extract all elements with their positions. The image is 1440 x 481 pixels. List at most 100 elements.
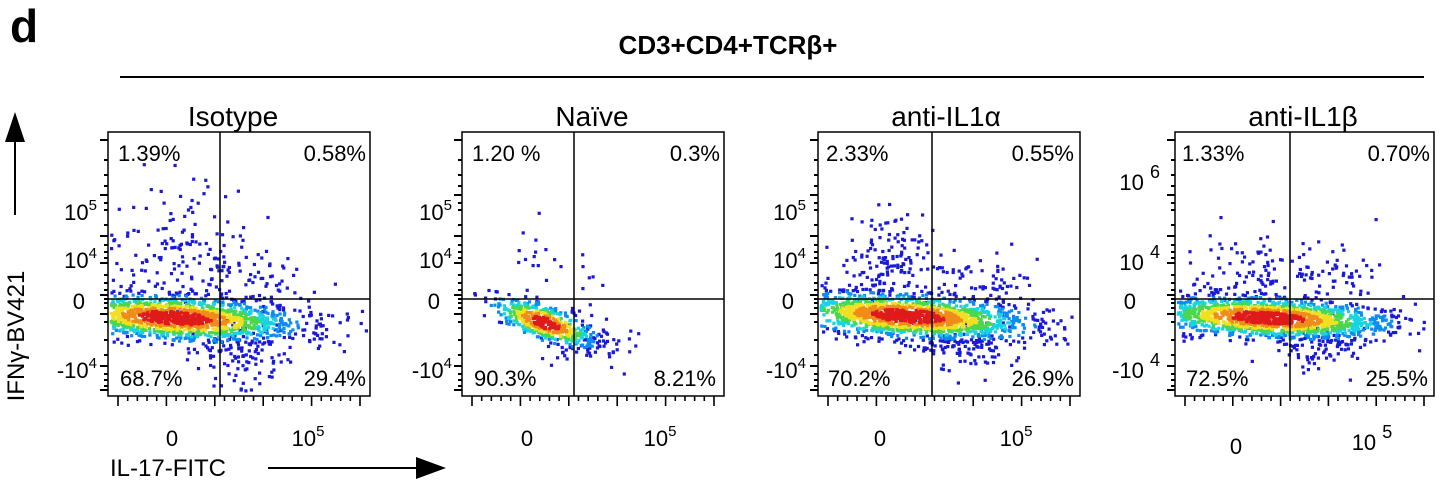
event-dot [875,314,879,318]
event-dot [832,327,836,331]
event-dot [1209,248,1213,252]
event-dot [965,329,969,333]
event-dot [211,303,215,307]
event-dot [123,306,127,310]
event-dot [568,319,572,323]
event-dot [1047,309,1051,313]
event-dot [1260,280,1264,285]
event-dot [121,328,125,332]
event-dot [147,303,151,307]
event-dot [244,307,249,311]
event-dot [277,353,281,357]
event-dot [242,302,247,306]
event-dot [232,298,236,302]
event-dot [1184,300,1188,304]
event-dot [176,331,180,335]
event-dot [862,329,866,334]
event-dot [986,313,990,317]
event-dot [1001,316,1005,320]
event-dot [171,239,175,243]
event-dot [1259,250,1263,254]
event-dot [223,260,227,264]
event-dot [970,314,974,318]
event-dot [289,329,293,334]
event-dot [1199,329,1203,333]
event-dot [1007,328,1011,333]
event-dot [517,316,521,320]
event-dot [949,312,953,316]
event-dot [1350,282,1355,286]
event-dot [173,304,177,308]
event-dot [1310,270,1314,275]
event-dot [271,310,275,314]
event-dot [1008,321,1012,325]
event-dot [924,331,928,335]
event-dot [147,279,151,283]
event-dot [1179,302,1183,306]
event-dot [565,314,569,319]
event-dot [196,313,200,317]
event-dot [540,331,544,335]
event-dot [932,352,936,356]
event-dot [910,338,914,342]
event-dot [1374,325,1378,329]
event-dot [880,337,884,341]
event-dot [1353,336,1357,340]
event-dot [224,348,228,352]
event-dot [956,340,960,345]
event-dot [1302,295,1307,299]
event-dot [316,333,320,337]
event-dot [1338,305,1342,309]
event-dot [884,221,888,225]
event-dot [534,238,538,242]
event-dot [1192,283,1196,287]
event-dot [989,341,993,345]
event-dot [582,326,586,330]
event-dot [862,326,866,330]
event-dot [852,323,856,327]
event-dot [1254,331,1259,335]
event-dot [510,299,514,303]
event-dot [167,329,171,334]
event-dot [124,323,128,327]
event-dot [946,289,950,293]
event-dot [922,349,926,353]
event-dot [877,299,881,304]
event-dot [932,311,936,316]
event-dot [968,298,972,302]
event-dot [1256,277,1260,282]
event-dot [837,296,841,300]
event-dot [171,246,175,250]
event-dot [135,340,140,344]
event-dot [172,295,176,299]
event-dot [1211,274,1215,278]
event-dot [1277,335,1281,339]
event-dot [132,228,136,232]
event-dot [1012,304,1017,308]
event-dot [853,258,857,262]
quadrant-lr-percent: 26.9% [1012,366,1074,391]
event-dot [264,305,268,309]
event-dot [881,295,885,299]
event-dot [563,329,567,334]
event-dot [1178,325,1183,329]
event-dot [918,307,922,312]
event-dot [229,320,233,325]
event-dot [972,307,976,311]
event-dot [194,310,198,314]
event-dot [945,307,950,311]
event-dot [976,323,980,327]
event-dot [540,334,544,338]
event-dot [549,363,554,367]
event-dot [521,324,525,328]
event-dot [165,316,169,320]
event-dot [202,192,206,196]
event-dot [512,323,516,327]
quadrant-lr-percent: 29.4% [304,366,366,391]
event-dot [533,330,537,334]
event-dot [1238,335,1242,339]
event-dot [210,268,214,272]
event-dot [243,368,247,372]
event-dot [120,304,125,308]
event-dot [148,330,152,334]
